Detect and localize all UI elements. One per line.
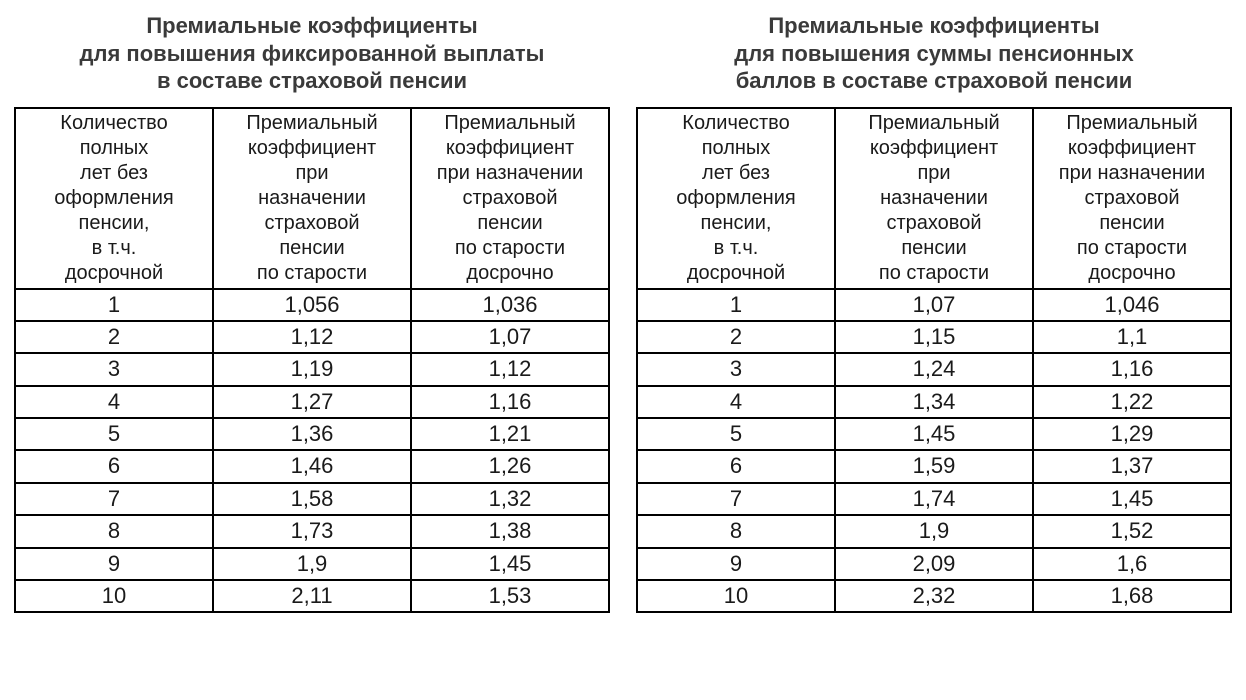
- table-cell: 1,46: [213, 450, 411, 482]
- table-cell: 1,34: [835, 386, 1033, 418]
- table-row: 81,91,52: [637, 515, 1231, 547]
- table-cell: 8: [637, 515, 835, 547]
- table-cell: 1,9: [835, 515, 1033, 547]
- table-cell: 1,16: [411, 386, 609, 418]
- table-cell: 1,6: [1033, 548, 1231, 580]
- table-cell: 2,09: [835, 548, 1033, 580]
- table-row: 21,121,07: [15, 321, 609, 353]
- table-cell: 1,21: [411, 418, 609, 450]
- table-cell: 1,24: [835, 353, 1033, 385]
- table-cell: 1,45: [1033, 483, 1231, 515]
- table-row: 81,731,38: [15, 515, 609, 547]
- table-cell: 1,52: [1033, 515, 1231, 547]
- table-cell: 1,74: [835, 483, 1033, 515]
- table-cell: 10: [637, 580, 835, 612]
- table-cell: 1,12: [213, 321, 411, 353]
- right-title: Премиальные коэффициенты для повышения с…: [636, 12, 1232, 95]
- table-cell: 1,29: [1033, 418, 1231, 450]
- right-table: Количество полных лет без оформления пен…: [636, 107, 1232, 614]
- table-row: 91,91,45: [15, 548, 609, 580]
- table-cell: 1,59: [835, 450, 1033, 482]
- table-row: 21,151,1: [637, 321, 1231, 353]
- table-cell: 1,07: [411, 321, 609, 353]
- table-row: 11,0561,036: [15, 289, 609, 321]
- table-cell: 9: [637, 548, 835, 580]
- table-cell: 1,07: [835, 289, 1033, 321]
- table-cell: 1,036: [411, 289, 609, 321]
- left-title: Премиальные коэффициенты для повышения ф…: [14, 12, 610, 95]
- table-cell: 1,68: [1033, 580, 1231, 612]
- table-cell: 4: [15, 386, 213, 418]
- table-cell: 1,38: [411, 515, 609, 547]
- table-cell: 1,16: [1033, 353, 1231, 385]
- table-row: 31,191,12: [15, 353, 609, 385]
- table-cell: 1,36: [213, 418, 411, 450]
- table-row: 71,741,45: [637, 483, 1231, 515]
- table-cell: 2: [15, 321, 213, 353]
- table-row: 41,341,22: [637, 386, 1231, 418]
- table-cell: 1: [15, 289, 213, 321]
- table-cell: 1,1: [1033, 321, 1231, 353]
- table-cell: 1,046: [1033, 289, 1231, 321]
- col-header: Количество полных лет без оформления пен…: [15, 108, 213, 289]
- table-cell: 1,27: [213, 386, 411, 418]
- table-cell: 1,45: [835, 418, 1033, 450]
- table-cell: 2,32: [835, 580, 1033, 612]
- table-row: 61,461,26: [15, 450, 609, 482]
- table-row: 102,111,53: [15, 580, 609, 612]
- table-header-row: Количество полных лет без оформления пен…: [637, 108, 1231, 289]
- table-cell: 1,19: [213, 353, 411, 385]
- table-cell: 1,32: [411, 483, 609, 515]
- table-cell: 1,73: [213, 515, 411, 547]
- tables-container: Премиальные коэффициенты для повышения ф…: [14, 12, 1232, 613]
- table-cell: 1,26: [411, 450, 609, 482]
- table-cell: 1,53: [411, 580, 609, 612]
- col-header: Премиальный коэффициент при назначении с…: [411, 108, 609, 289]
- table-cell: 1,12: [411, 353, 609, 385]
- table-row: 61,591,37: [637, 450, 1231, 482]
- col-header: Премиальный коэффициент при назначении с…: [213, 108, 411, 289]
- table-cell: 1,056: [213, 289, 411, 321]
- table-cell: 2: [637, 321, 835, 353]
- table-cell: 1,45: [411, 548, 609, 580]
- table-cell: 7: [637, 483, 835, 515]
- table-cell: 2,11: [213, 580, 411, 612]
- left-block: Премиальные коэффициенты для повышения ф…: [14, 12, 610, 613]
- table-cell: 10: [15, 580, 213, 612]
- table-cell: 3: [637, 353, 835, 385]
- table-cell: 4: [637, 386, 835, 418]
- table-cell: 1,37: [1033, 450, 1231, 482]
- table-row: 41,271,16: [15, 386, 609, 418]
- table-row: 11,071,046: [637, 289, 1231, 321]
- table-cell: 5: [15, 418, 213, 450]
- table-row: 51,451,29: [637, 418, 1231, 450]
- left-tbody: 11,0561,03621,121,0731,191,1241,271,1651…: [15, 289, 609, 613]
- col-header: Количество полных лет без оформления пен…: [637, 108, 835, 289]
- table-cell: 1,22: [1033, 386, 1231, 418]
- table-cell: 7: [15, 483, 213, 515]
- table-cell: 9: [15, 548, 213, 580]
- left-table: Количество полных лет без оформления пен…: [14, 107, 610, 614]
- table-row: 31,241,16: [637, 353, 1231, 385]
- table-cell: 5: [637, 418, 835, 450]
- col-header: Премиальный коэффициент при назначении с…: [835, 108, 1033, 289]
- right-block: Премиальные коэффициенты для повышения с…: [636, 12, 1232, 613]
- table-cell: 1,9: [213, 548, 411, 580]
- table-cell: 1,58: [213, 483, 411, 515]
- table-cell: 1,15: [835, 321, 1033, 353]
- col-header: Премиальный коэффициент при назначении с…: [1033, 108, 1231, 289]
- table-cell: 8: [15, 515, 213, 547]
- table-row: 71,581,32: [15, 483, 609, 515]
- table-cell: 6: [637, 450, 835, 482]
- table-header-row: Количество полных лет без оформления пен…: [15, 108, 609, 289]
- table-cell: 6: [15, 450, 213, 482]
- table-row: 92,091,6: [637, 548, 1231, 580]
- table-row: 51,361,21: [15, 418, 609, 450]
- table-cell: 1: [637, 289, 835, 321]
- table-row: 102,321,68: [637, 580, 1231, 612]
- table-cell: 3: [15, 353, 213, 385]
- right-tbody: 11,071,04621,151,131,241,1641,341,2251,4…: [637, 289, 1231, 613]
